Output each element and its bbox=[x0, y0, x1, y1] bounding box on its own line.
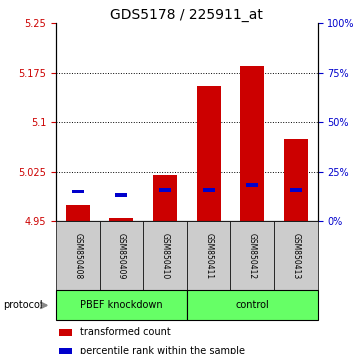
Bar bbox=[58, 348, 71, 354]
Bar bbox=[66, 205, 90, 221]
Bar bbox=[100, 221, 143, 290]
Text: GSM850413: GSM850413 bbox=[291, 233, 300, 279]
Bar bbox=[240, 66, 264, 221]
Title: GDS5178 / 225911_at: GDS5178 / 225911_at bbox=[110, 8, 263, 22]
Bar bbox=[143, 221, 187, 290]
Bar bbox=[115, 193, 127, 197]
Bar bbox=[203, 188, 215, 192]
Bar bbox=[290, 188, 302, 192]
Bar bbox=[58, 329, 71, 336]
Bar bbox=[109, 218, 133, 221]
Bar bbox=[56, 290, 187, 320]
Text: protocol: protocol bbox=[4, 300, 43, 310]
Bar bbox=[187, 221, 230, 290]
Bar bbox=[56, 221, 100, 290]
Bar bbox=[153, 175, 177, 221]
Text: GSM850412: GSM850412 bbox=[248, 233, 257, 279]
Text: control: control bbox=[235, 300, 269, 310]
Bar bbox=[159, 188, 171, 192]
Bar bbox=[284, 139, 308, 221]
Bar bbox=[187, 290, 318, 320]
Bar bbox=[230, 221, 274, 290]
Text: GSM850409: GSM850409 bbox=[117, 233, 126, 279]
Text: GSM850410: GSM850410 bbox=[161, 233, 170, 279]
Text: PBEF knockdown: PBEF knockdown bbox=[80, 300, 163, 310]
Text: percentile rank within the sample: percentile rank within the sample bbox=[79, 346, 244, 354]
Text: GSM850408: GSM850408 bbox=[73, 233, 82, 279]
Bar bbox=[274, 221, 318, 290]
Bar bbox=[246, 183, 258, 187]
Bar bbox=[197, 86, 221, 221]
Text: GSM850411: GSM850411 bbox=[204, 233, 213, 279]
Text: transformed count: transformed count bbox=[79, 327, 170, 337]
Bar bbox=[71, 189, 84, 194]
